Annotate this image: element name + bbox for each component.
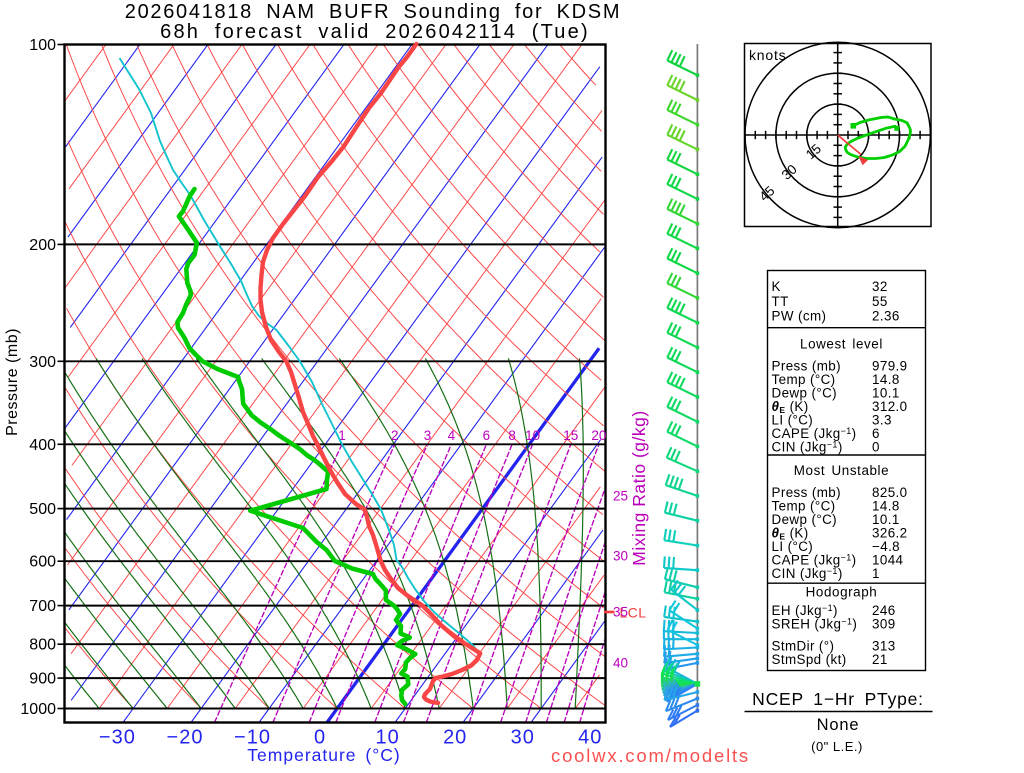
svg-text:979.9: 979.9 <box>872 359 908 374</box>
svg-text:14.8: 14.8 <box>872 372 900 387</box>
svg-text:55: 55 <box>872 294 888 309</box>
svg-text:20: 20 <box>443 727 467 749</box>
svg-text:825.0: 825.0 <box>872 485 908 500</box>
svg-text:40: 40 <box>613 656 628 671</box>
svg-text:NCEP 1−Hr PType:: NCEP 1−Hr PType: <box>752 689 924 709</box>
svg-text:PW (cm): PW (cm) <box>772 309 827 324</box>
svg-text:−30: −30 <box>99 727 136 749</box>
svg-text:2: 2 <box>391 428 399 443</box>
svg-text:14.8: 14.8 <box>872 499 900 514</box>
svg-text:800: 800 <box>29 637 56 654</box>
svg-text:10.1: 10.1 <box>872 512 900 527</box>
svg-text:15: 15 <box>803 141 824 162</box>
svg-text:326.2: 326.2 <box>872 526 908 541</box>
svg-text:Pressure (mb): Pressure (mb) <box>4 328 21 436</box>
svg-text:3: 3 <box>424 428 432 443</box>
svg-text:K: K <box>772 279 781 294</box>
svg-text:(0" L.E.): (0" L.E.) <box>811 739 863 754</box>
svg-text:100: 100 <box>29 37 56 54</box>
svg-text:−4.8: −4.8 <box>872 539 900 554</box>
svg-text:−10: −10 <box>234 727 271 749</box>
svg-text:246: 246 <box>872 603 896 618</box>
svg-text:2026041818 NAM BUFR Sounding f: 2026041818 NAM BUFR Sounding for KDSM <box>125 1 621 23</box>
svg-text:400: 400 <box>29 437 56 454</box>
svg-text:LI (°C): LI (°C) <box>772 413 814 428</box>
svg-text:600: 600 <box>29 554 56 571</box>
svg-text:CAPE (Jkg−1): CAPE (Jkg−1) <box>772 553 857 568</box>
svg-text:30: 30 <box>779 162 800 183</box>
svg-text:knots: knots <box>749 47 786 63</box>
svg-text:θE (K): θE (K) <box>772 526 809 542</box>
svg-text:coolwx.com/modelts: coolwx.com/modelts <box>551 745 750 766</box>
svg-text:30: 30 <box>511 727 535 749</box>
svg-text:CIN (Jkg−1): CIN (Jkg−1) <box>772 440 843 455</box>
svg-text:Press (mb): Press (mb) <box>772 359 841 374</box>
svg-text:CIN (Jkg−1): CIN (Jkg−1) <box>772 566 843 581</box>
svg-text:309: 309 <box>872 617 896 632</box>
svg-text:Press (mb): Press (mb) <box>772 485 841 500</box>
svg-text:8: 8 <box>508 428 516 443</box>
svg-text:LCL: LCL <box>620 605 647 621</box>
svg-text:Hodograph: Hodograph <box>806 585 878 600</box>
svg-text:θE (K): θE (K) <box>772 399 809 415</box>
svg-text:−20: −20 <box>167 727 204 749</box>
svg-text:Temp (°C): Temp (°C) <box>772 499 836 514</box>
svg-text:Temp (°C): Temp (°C) <box>772 372 836 387</box>
svg-text:312.0: 312.0 <box>872 399 908 414</box>
svg-text:1044: 1044 <box>872 553 904 568</box>
svg-text:10: 10 <box>375 727 399 749</box>
svg-text:68h forecast valid 2026042114: 68h forecast valid 2026042114 (Tue) <box>160 21 590 43</box>
svg-text:20: 20 <box>591 428 606 443</box>
svg-text:3.3: 3.3 <box>872 413 892 428</box>
svg-text:6: 6 <box>483 428 491 443</box>
svg-text:10: 10 <box>525 428 540 443</box>
svg-text:21: 21 <box>872 652 888 667</box>
svg-text:45: 45 <box>756 183 777 204</box>
svg-text:500: 500 <box>29 501 56 518</box>
svg-text:StmDir (°): StmDir (°) <box>772 639 835 654</box>
svg-text:1000: 1000 <box>20 701 56 718</box>
svg-text:CAPE (Jkg−1): CAPE (Jkg−1) <box>772 426 857 441</box>
svg-text:40: 40 <box>578 727 602 749</box>
svg-text:SREH (Jkg−1): SREH (Jkg−1) <box>772 617 858 632</box>
svg-text:10.1: 10.1 <box>872 386 900 401</box>
svg-text:Lowest level: Lowest level <box>800 337 883 352</box>
svg-text:700: 700 <box>29 598 56 615</box>
svg-text:4: 4 <box>448 428 456 443</box>
svg-text:Dewp (°C): Dewp (°C) <box>772 386 838 401</box>
svg-text:0: 0 <box>314 727 326 749</box>
svg-text:6: 6 <box>872 426 880 441</box>
svg-text:Most Unstable: Most Unstable <box>794 463 889 478</box>
svg-text:25: 25 <box>613 488 628 503</box>
svg-text:LI (°C): LI (°C) <box>772 539 814 554</box>
svg-text:Dewp (°C): Dewp (°C) <box>772 512 838 527</box>
svg-text:EH (Jkg−1): EH (Jkg−1) <box>772 603 838 618</box>
svg-text:Temperature (°C): Temperature (°C) <box>247 745 400 765</box>
svg-text:900: 900 <box>29 671 56 688</box>
svg-text:1: 1 <box>872 566 880 581</box>
svg-text:Mixing Ratio (g/kg): Mixing Ratio (g/kg) <box>629 410 649 565</box>
svg-text:None: None <box>817 716 860 734</box>
svg-text:32: 32 <box>872 279 888 294</box>
svg-text:30: 30 <box>613 548 628 563</box>
svg-text:1: 1 <box>338 428 346 443</box>
svg-text:200: 200 <box>29 237 56 254</box>
svg-text:313: 313 <box>872 639 896 654</box>
svg-text:300: 300 <box>29 354 56 371</box>
svg-text:TT: TT <box>772 294 789 309</box>
svg-text:0: 0 <box>872 440 880 455</box>
svg-text:15: 15 <box>563 428 578 443</box>
svg-text:2.36: 2.36 <box>872 309 900 324</box>
svg-text:StmSpd (kt): StmSpd (kt) <box>772 652 847 667</box>
svg-text:35: 35 <box>613 605 628 620</box>
